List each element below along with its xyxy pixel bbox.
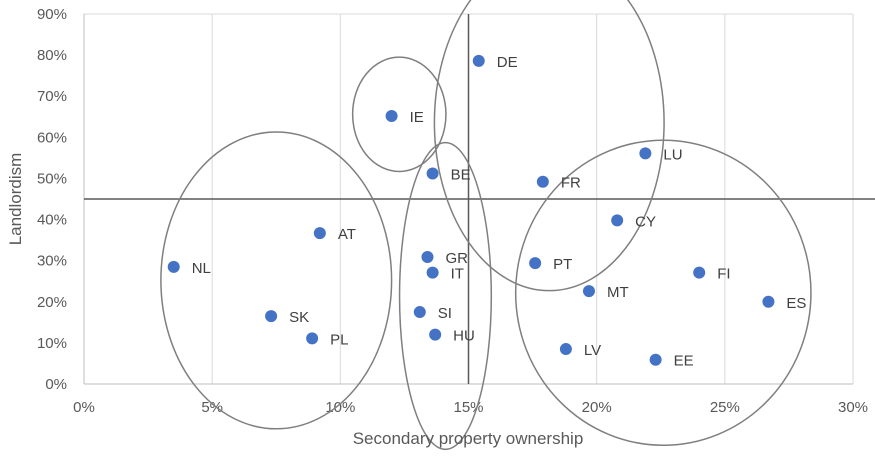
- data-label: LV: [584, 342, 601, 359]
- x-tick-label: 30%: [838, 399, 868, 416]
- data-label: MT: [607, 284, 629, 301]
- data-point: [265, 310, 278, 323]
- y-axis-title: Landlordism: [6, 153, 25, 246]
- x-tick-label: 5%: [201, 399, 223, 416]
- y-tick-label: 90%: [37, 6, 67, 23]
- data-label: BE: [451, 167, 471, 184]
- data-label: EE: [674, 353, 694, 370]
- y-tick-label: 0%: [45, 376, 67, 393]
- data-point: [611, 214, 624, 227]
- cluster-outline: [398, 141, 493, 451]
- x-axis-title: Secondary property ownership: [353, 429, 584, 448]
- cluster-outline: [433, 0, 665, 292]
- data-label: SI: [438, 305, 452, 322]
- axis-layer: 0% 5% 10% 15% 20% 25% 30%0%10%20%30%40%50%60%7…: [37, 6, 875, 416]
- data-label: HU: [453, 328, 475, 345]
- data-label: AT: [338, 226, 356, 243]
- data-label: CY: [635, 213, 656, 230]
- data-label: IT: [451, 266, 464, 283]
- data-point: [426, 266, 439, 279]
- data-point: [639, 147, 652, 160]
- x-tick-label: 10%: [325, 399, 355, 416]
- y-tick-label: 70%: [37, 88, 67, 105]
- x-tick-label: 25%: [710, 399, 740, 416]
- data-point: [529, 257, 542, 270]
- data-point: [559, 343, 572, 356]
- data-label: FI: [717, 266, 730, 283]
- data-label: PT: [553, 256, 572, 273]
- data-label: IE: [410, 109, 424, 126]
- data-label: LU: [663, 146, 682, 163]
- data-point: [762, 295, 775, 308]
- data-point: [421, 250, 434, 263]
- data-label: GR: [445, 250, 468, 267]
- y-tick-label: 80%: [37, 47, 67, 64]
- y-tick-label: 20%: [37, 294, 67, 311]
- data-label: ES: [786, 295, 806, 312]
- data-label: SK: [289, 309, 309, 326]
- data-label: PL: [330, 331, 348, 348]
- cluster-outline-layer: [160, 0, 812, 451]
- data-point: [167, 260, 180, 273]
- y-tick-label: 30%: [37, 253, 67, 270]
- data-point: [693, 266, 706, 279]
- cluster-outline: [160, 131, 393, 430]
- data-point: [582, 285, 595, 298]
- data-point: [426, 167, 439, 180]
- data-label: NL: [192, 260, 211, 277]
- data-label: FR: [561, 175, 581, 192]
- data-point: [649, 353, 662, 366]
- data-point: [536, 175, 549, 188]
- data-point: [413, 306, 426, 319]
- data-point: [472, 54, 485, 67]
- data-point: [313, 227, 326, 240]
- cluster-outline: [351, 56, 447, 173]
- y-tick-label: 50%: [37, 170, 67, 187]
- x-tick-label: 0%: [73, 399, 95, 416]
- data-point: [429, 328, 442, 341]
- data-label: DE: [497, 54, 518, 71]
- cluster-outline: [514, 139, 812, 447]
- y-tick-label: 40%: [37, 212, 67, 229]
- data-point-layer: DE IE LU BE FR CY AT GR PT NL IT FI MT ES SI SK HU PL LV EE: [167, 54, 806, 370]
- data-point: [306, 332, 319, 345]
- data-point: [385, 109, 398, 122]
- y-tick-label: 60%: [37, 129, 67, 146]
- x-tick-label: 20%: [582, 399, 612, 416]
- y-tick-label: 10%: [37, 335, 67, 352]
